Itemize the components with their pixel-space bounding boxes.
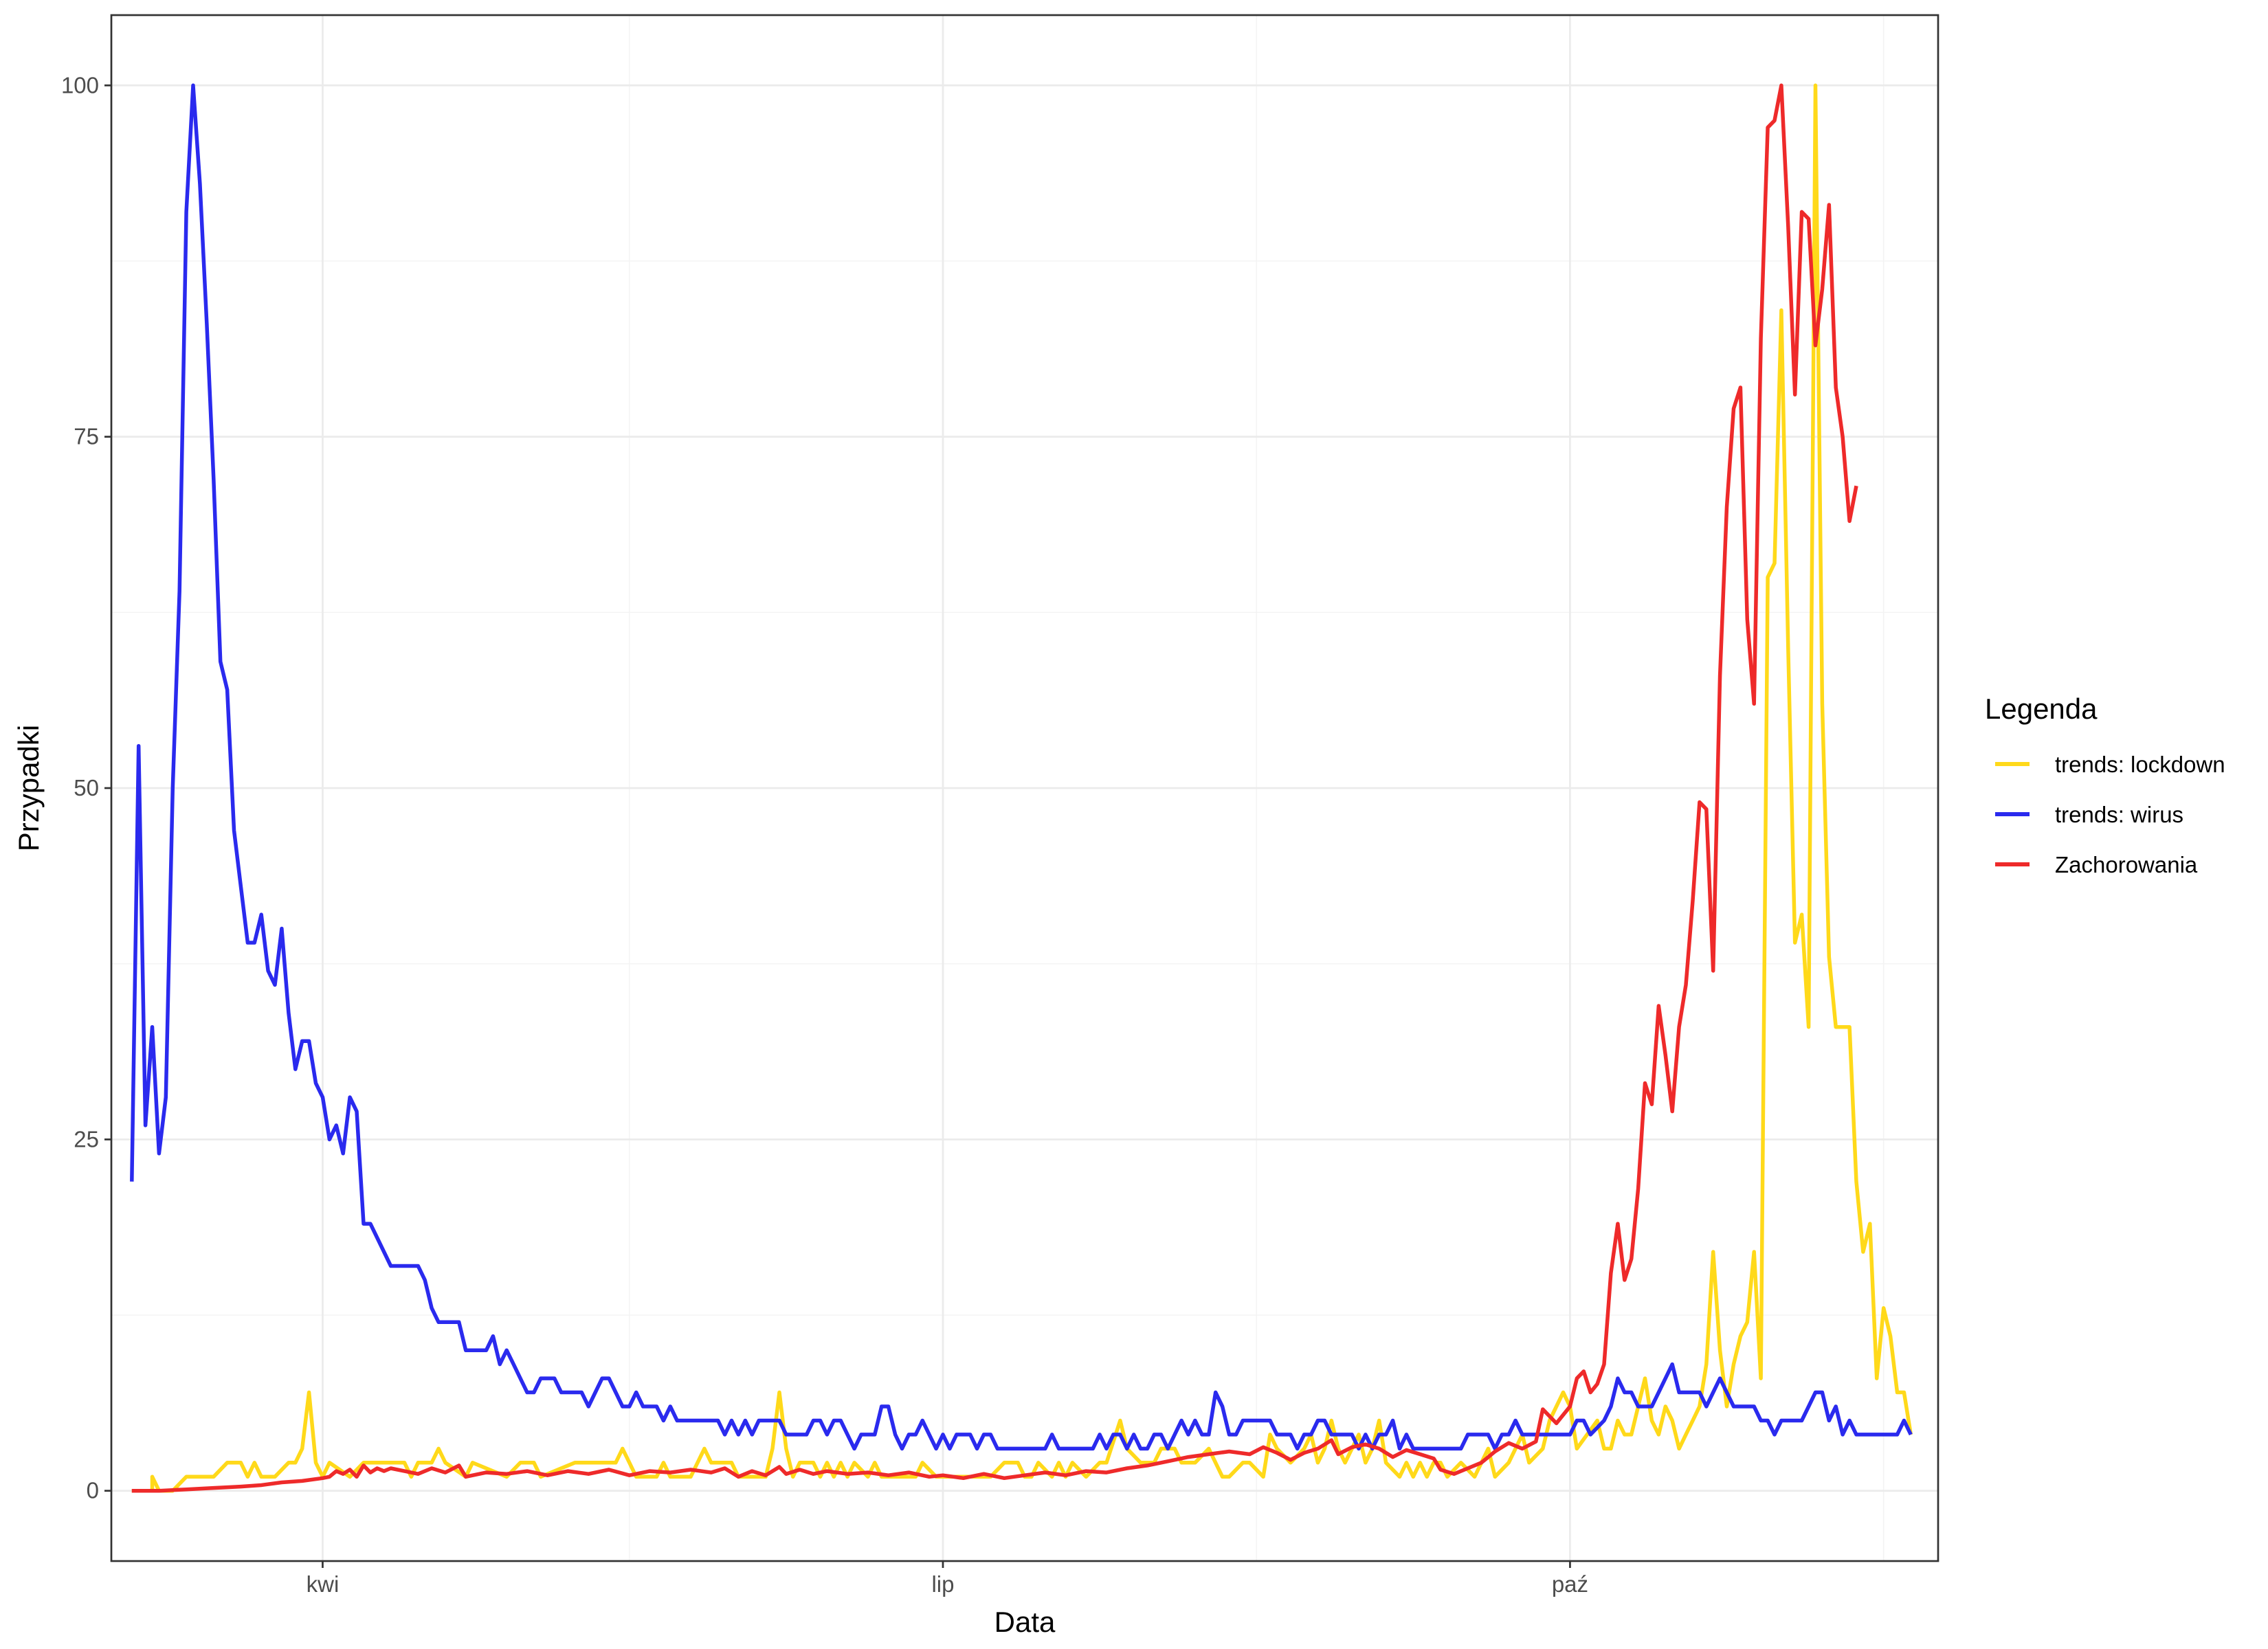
- series-line-zachorowania: [131, 83, 1858, 1493]
- legend-title: Legenda: [1985, 693, 2098, 725]
- legend-label-trends-wirus: trends: wirus: [2055, 802, 2183, 827]
- x-axis-title: Data: [994, 1606, 1056, 1638]
- x-tick-label: kwi: [307, 1571, 340, 1597]
- y-tick-label: 100: [61, 72, 99, 98]
- x-tick-label: lip: [931, 1571, 954, 1597]
- legend-items: trends: lockdown trends: wirus Zachorowani…: [1995, 752, 2225, 877]
- legend-label-trends-lockdown: trends: lockdown: [2055, 752, 2225, 777]
- y-tick-label: 50: [74, 775, 99, 800]
- y-tick-label: 25: [74, 1126, 99, 1152]
- series-line-trends-wirus: [130, 83, 1913, 1451]
- y-axis-title: Przypadki: [12, 725, 45, 851]
- legend-label-zachorowania: Zachorowania: [2055, 852, 2198, 877]
- series-lines: [130, 83, 1913, 1493]
- legend: Legenda trends: lockdown trends: wirus Zac…: [1985, 693, 2225, 877]
- y-axis: 0 25 50 75 100: [61, 72, 111, 1503]
- plot-area: [110, 14, 1939, 1562]
- x-axis: kwi lip paź: [307, 1561, 1588, 1597]
- x-tick-label: paź: [1552, 1571, 1588, 1597]
- y-tick-label: 0: [87, 1478, 99, 1503]
- major-gridlines: [111, 15, 1938, 1561]
- y-tick-label: 75: [74, 424, 99, 449]
